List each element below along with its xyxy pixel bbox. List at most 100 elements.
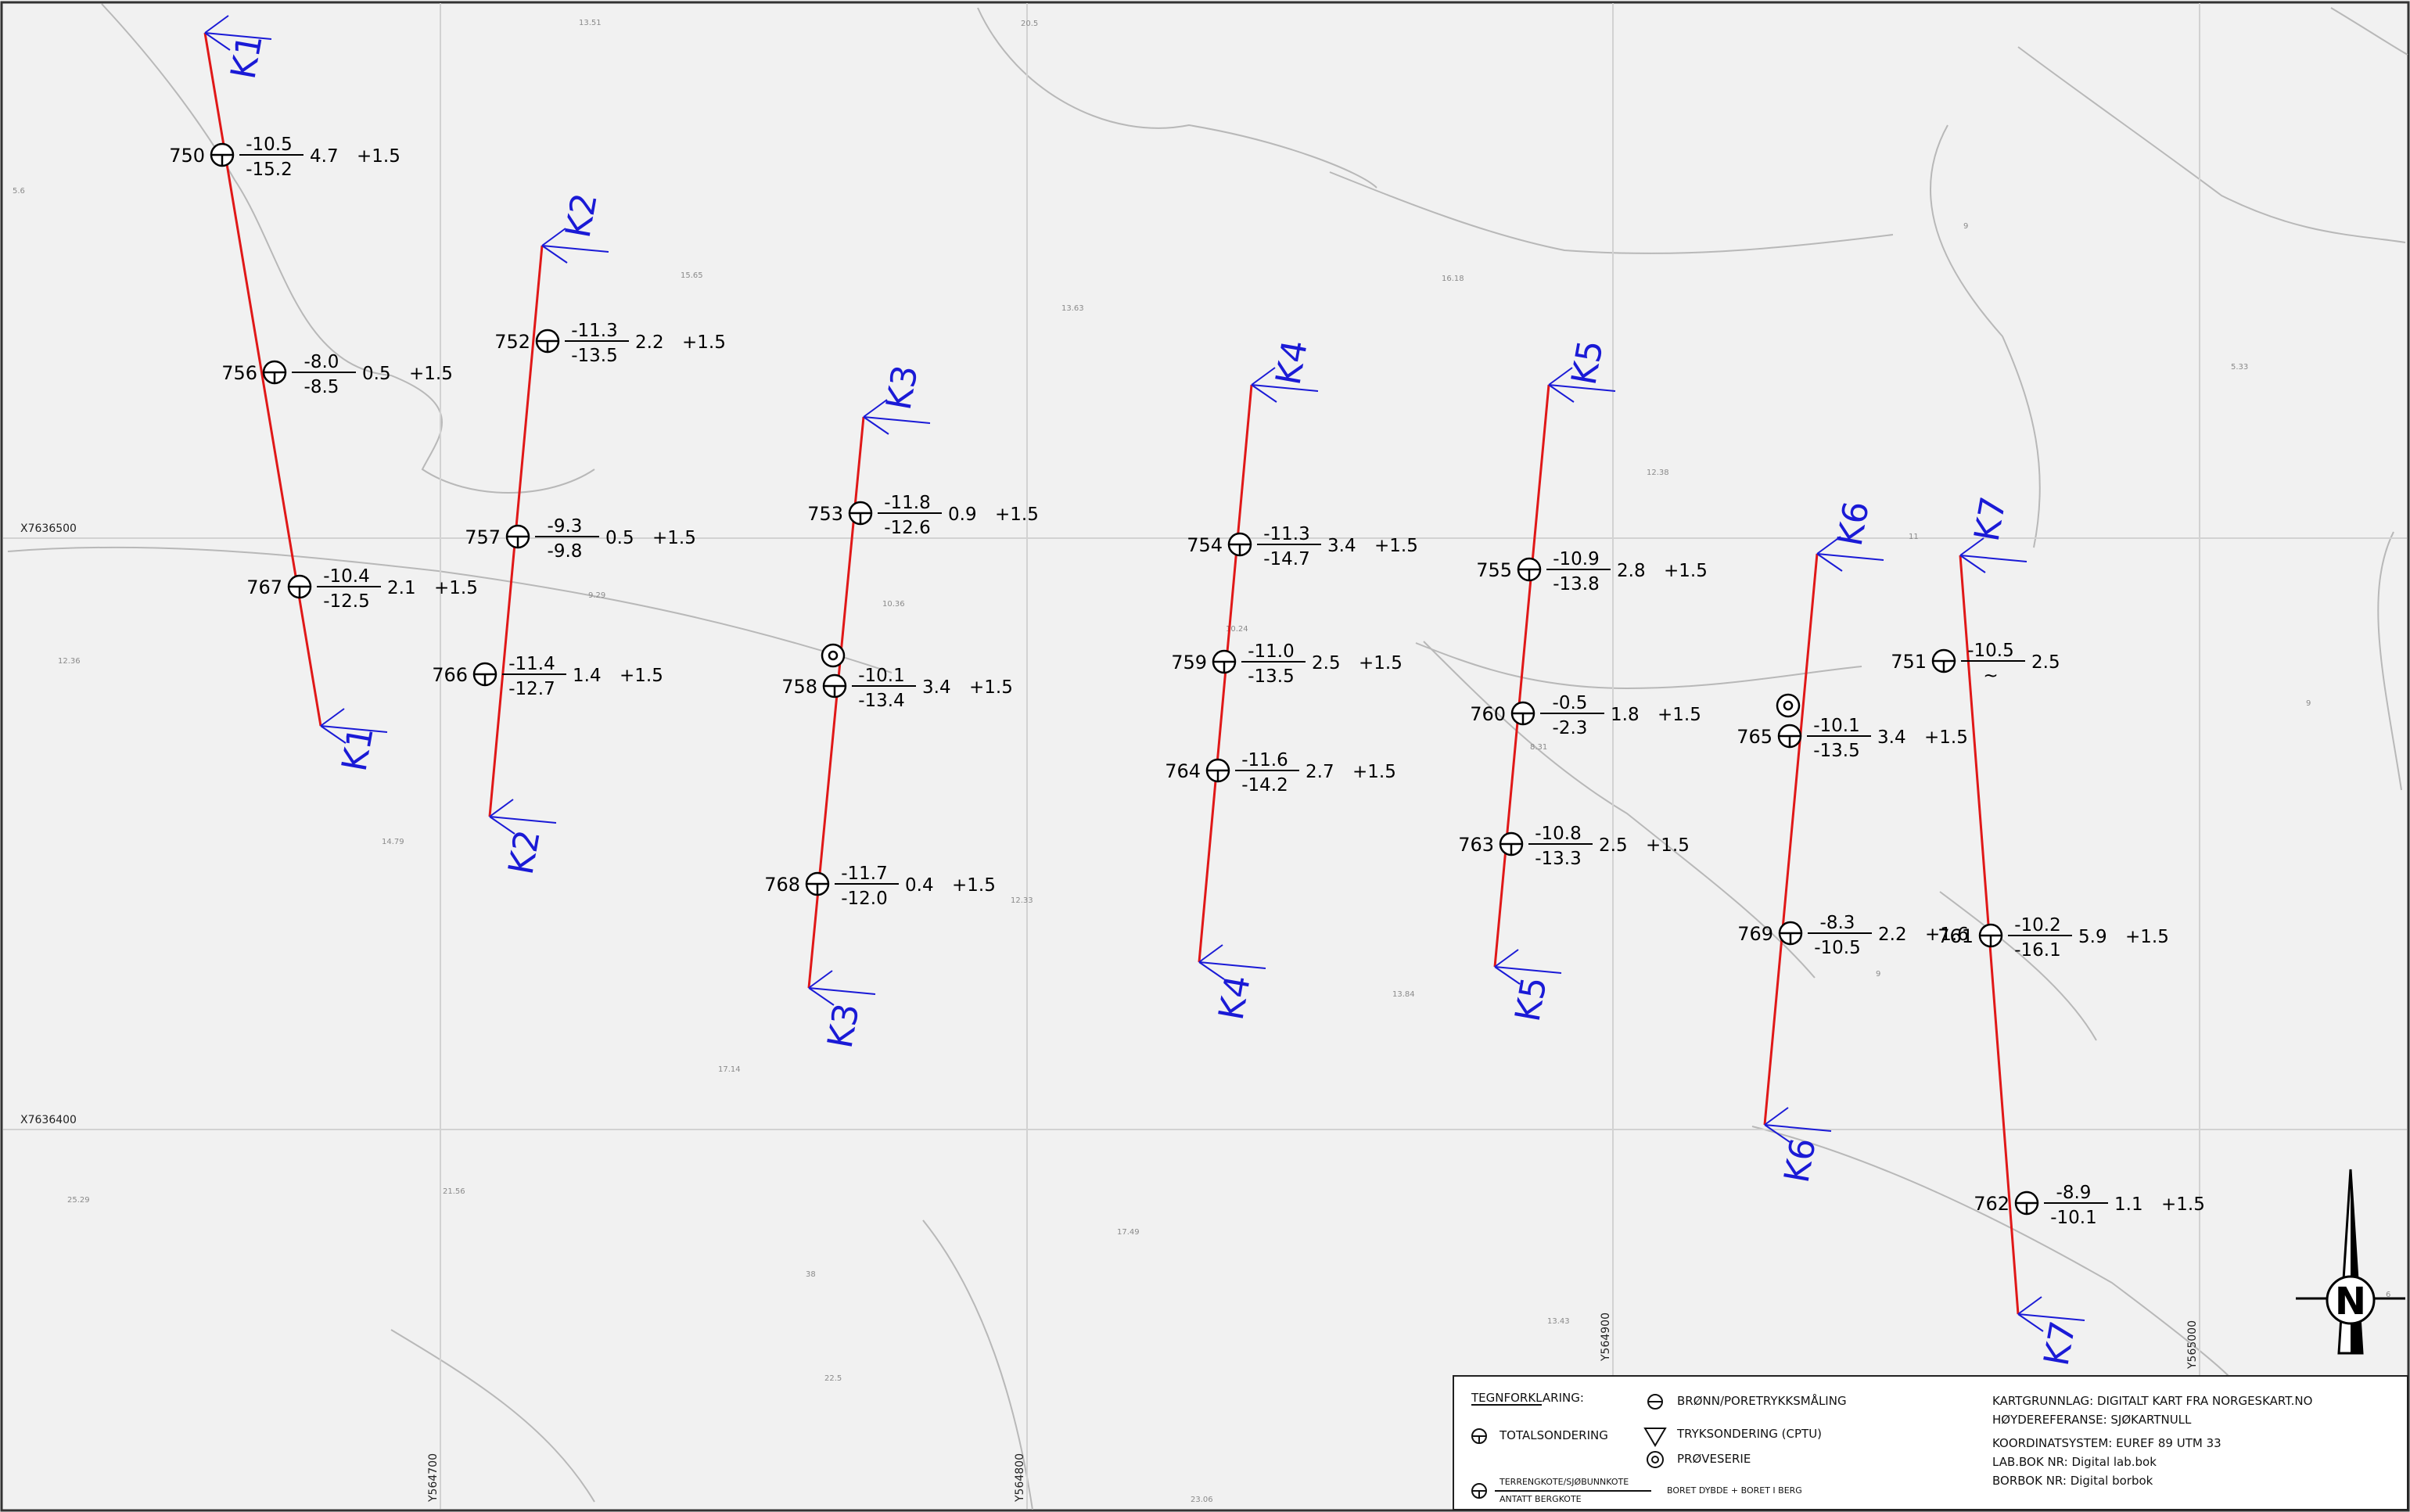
drilled-in-rock: +1.5 — [357, 146, 400, 167]
spot-height: 13.63 — [1061, 304, 1084, 313]
drilled-in-rock: +1.5 — [1646, 835, 1690, 856]
drilled-in-rock: +1.5 — [1658, 705, 1701, 725]
legend-info-3: KOORDINATSYSTEM: EUREF 89 UTM 33 — [1992, 1436, 2221, 1450]
spot-height: 11 — [1909, 533, 1919, 541]
profile-label: K7 — [2037, 1318, 2084, 1369]
terrain-elevation: -10.5 — [246, 135, 293, 155]
spot-height: 9 — [1876, 970, 1880, 979]
spot-height: 23.06 — [1191, 1496, 1213, 1504]
spot-height: 21.56 — [443, 1187, 465, 1196]
profile-arrowhead — [541, 245, 568, 264]
profile-arrowhead — [1198, 961, 1225, 980]
borehole-751: 751 -10.5 ~2.5 — [1891, 641, 2060, 686]
profile-arrowhead — [204, 15, 229, 34]
profile-label: K2 — [501, 827, 548, 878]
borehole-id: 763 — [1458, 834, 1494, 856]
profile-arrowhead — [1494, 949, 1519, 968]
borehole-id: 766 — [432, 664, 468, 686]
spot-height: 16.18 — [1442, 275, 1464, 283]
profile-arrowhead — [863, 399, 888, 418]
profile-arrowhead — [320, 708, 345, 727]
drilled-depth: 1.1 — [2114, 1194, 2143, 1215]
profile-arrow — [1494, 966, 1562, 974]
profile-arrowhead — [808, 987, 835, 1006]
total-sounding-icon — [1471, 1428, 1487, 1444]
profile-label: K5 — [1564, 337, 1611, 388]
borehole-750: 750 -10.5 -15.2 4.7 +1.5 — [169, 135, 400, 180]
profile-arrow — [808, 987, 876, 995]
profile-arrowhead — [1251, 384, 1277, 403]
legend-drilled-label: BORET DYBDE + BORET I BERG — [1667, 1485, 1802, 1496]
drilled-depth: 2.2 — [1878, 925, 1907, 945]
terrain-elevation: -10.9 — [1553, 549, 1600, 569]
borehole-761: 761 -10.2 -16.1 5.9 +1.5 — [1938, 915, 2169, 961]
rock-elevation: -8.5 — [304, 377, 339, 397]
drilled-depth: 2.5 — [1599, 835, 1628, 856]
borehole-752: 752 -11.3 -13.5 2.2 +1.5 — [494, 321, 726, 366]
legend-info-5: BORBOK NR: Digital borbok — [1992, 1474, 2153, 1488]
spot-height: 10.24 — [1226, 625, 1248, 634]
profile-arrow — [1251, 384, 1319, 392]
terrain-elevation: -0.5 — [1553, 693, 1588, 713]
profile-arrowhead — [489, 799, 514, 817]
sample-series-icon — [1776, 693, 1801, 718]
profile-label: K7 — [1967, 494, 2014, 544]
borehole-id: 761 — [1938, 925, 1974, 947]
borehole-id: 756 — [221, 362, 257, 384]
spot-height: 13.84 — [1392, 990, 1415, 999]
borehole-763: 763 -10.8 -13.3 2.5 +1.5 — [1458, 824, 1690, 869]
profile-arrowhead — [1816, 536, 1841, 555]
profile-label: K1 — [335, 724, 382, 774]
rock-elevation: -12.7 — [508, 679, 555, 699]
drilled-in-rock: +1.5 — [682, 332, 726, 353]
terrain-elevation: -10.1 — [858, 666, 905, 686]
rock-elevation: -13.8 — [1553, 574, 1600, 594]
rock-elevation: -2.3 — [1553, 718, 1588, 738]
profile-arrow — [541, 245, 609, 253]
drilled-in-rock: +1.5 — [1374, 536, 1418, 556]
terrain-elevation: -11.4 — [508, 654, 555, 674]
profile-arrowhead — [1494, 966, 1521, 985]
borehole-id: 759 — [1171, 652, 1207, 673]
terrain-elevation: -11.8 — [884, 493, 931, 513]
drilled-in-rock: +1.5 — [1924, 727, 1968, 748]
profile-label: K5 — [1508, 974, 1555, 1025]
spot-height: 12.38 — [1647, 469, 1669, 477]
borehole-767: 767 -10.4 -12.5 2.1 +1.5 — [246, 566, 478, 612]
north-arrow: N — [2296, 1169, 2405, 1355]
terrain-elevation: -11.3 — [1263, 524, 1310, 544]
coordinate-grid — [3, 3, 2407, 1509]
borehole-id: 750 — [169, 145, 205, 167]
rock-elevation: -13.4 — [858, 691, 905, 711]
borehole-id: 764 — [1165, 760, 1201, 782]
borehole-id: 760 — [1470, 703, 1506, 725]
profile-label: K2 — [559, 190, 605, 241]
spot-height: 20.5 — [1021, 20, 1038, 28]
profile-arrowhead — [1959, 537, 1984, 556]
spot-height: 25.29 — [67, 1196, 90, 1205]
spot-height: 5.6 — [13, 187, 25, 196]
profile-label: K4 — [1212, 972, 1259, 1023]
rock-elevation: ~ — [1983, 666, 1998, 686]
borehole-753: 753 -11.8 -12.6 0.9 +1.5 — [807, 493, 1039, 538]
spot-height: 13.51 — [579, 19, 602, 27]
profile-arrowhead — [2017, 1313, 2044, 1332]
terrain-elevation: -11.3 — [571, 321, 618, 341]
borehole-769: 769 -8.3 -10.5 2.2 +1.6 — [1737, 913, 1969, 958]
spot-height: 15.65 — [681, 271, 703, 280]
borehole-id: 769 — [1737, 923, 1773, 945]
spot-height: 17.14 — [718, 1065, 741, 1074]
profile-line-k6 — [1763, 553, 1819, 1126]
terrain-elevation: -10.4 — [323, 566, 370, 587]
legend-rock-label: ANTATT BERGKOTE — [1500, 1494, 1582, 1504]
borehole-754: 754 -11.3 -14.7 3.4 +1.5 — [1187, 524, 1418, 569]
spot-height: 38 — [806, 1270, 816, 1279]
grid-label-y: Y564700 — [427, 1453, 440, 1503]
legend-well-label: BRØNN/PORETRYKKSMÅLING — [1677, 1394, 1847, 1408]
drilled-depth: 0.4 — [905, 875, 934, 896]
drilled-in-rock: +1.5 — [969, 677, 1013, 698]
profile-arrowhead — [808, 970, 833, 989]
borehole-758: 758 -10.1 -13.4 3.4 +1.5 — [781, 643, 1013, 711]
spot-height: 13.43 — [1547, 1317, 1570, 1326]
